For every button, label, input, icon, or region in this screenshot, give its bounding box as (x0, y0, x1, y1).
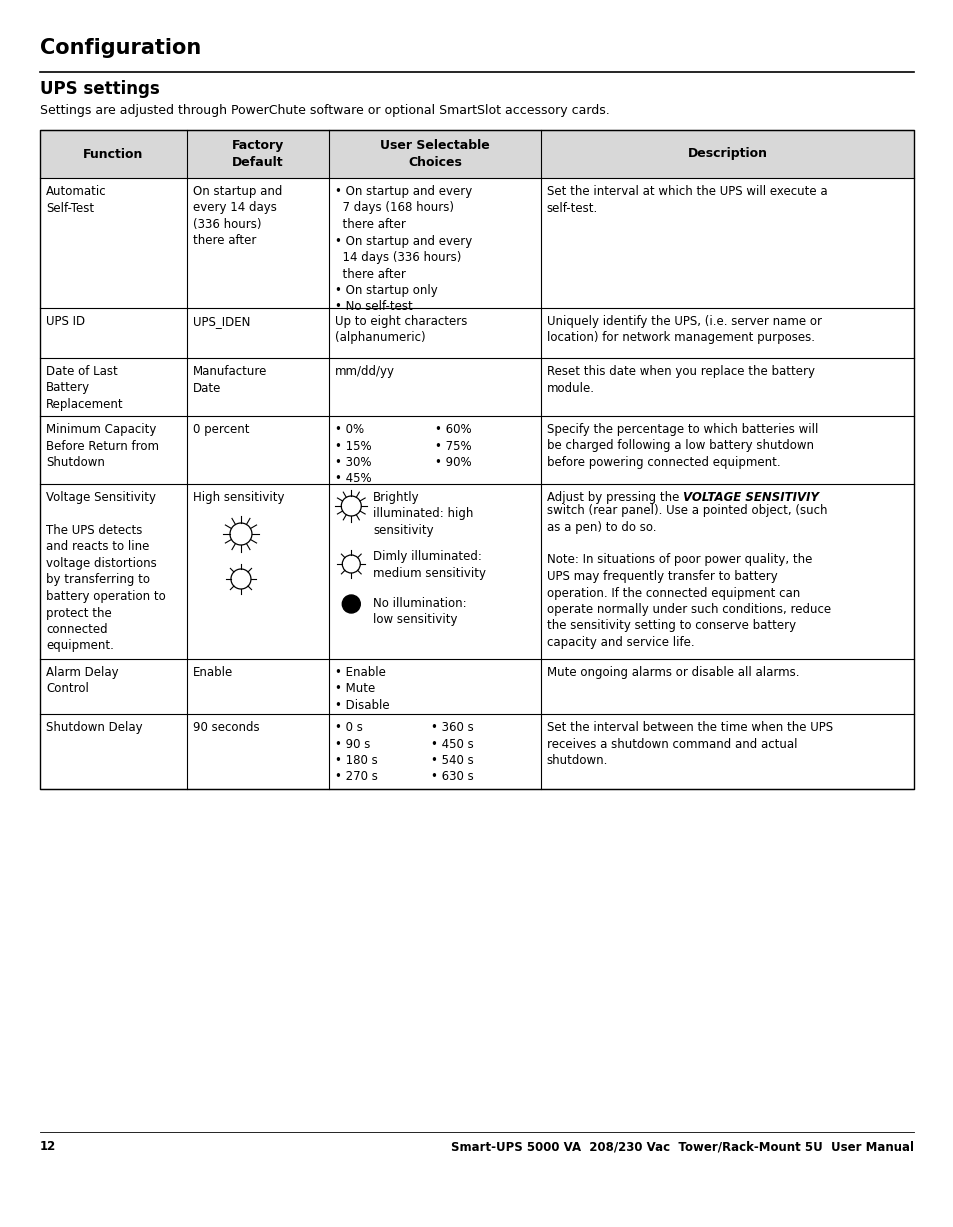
Text: • Enable
• Mute
• Disable: • Enable • Mute • Disable (335, 666, 390, 712)
Text: Automatic
Self-Test: Automatic Self-Test (46, 185, 107, 215)
Text: UPS settings: UPS settings (40, 80, 159, 98)
Text: Configuration: Configuration (40, 38, 201, 58)
Text: User Selectable
Choices: User Selectable Choices (380, 139, 490, 169)
Text: • 60%
• 75%
• 90%: • 60% • 75% • 90% (435, 423, 471, 469)
Circle shape (342, 595, 360, 614)
Text: Adjust by pressing the: Adjust by pressing the (546, 491, 682, 504)
Text: Manufacture
Date: Manufacture Date (193, 364, 267, 395)
Text: VOLTAGE SENSITIVIY: VOLTAGE SENSITIVIY (682, 491, 818, 504)
Text: • On startup and every
  7 days (168 hours)
  there after
• On startup and every: • On startup and every 7 days (168 hours… (335, 185, 472, 314)
Text: 0 percent: 0 percent (193, 423, 249, 436)
Text: Mute ongoing alarms or disable all alarms.: Mute ongoing alarms or disable all alarm… (546, 666, 799, 679)
Text: Reset this date when you replace the battery
module.: Reset this date when you replace the bat… (546, 364, 814, 395)
Text: Shutdown Delay: Shutdown Delay (46, 721, 143, 734)
Text: UPS_IDEN: UPS_IDEN (193, 315, 250, 328)
Text: Settings are adjusted through PowerChute software or optional SmartSlot accessor: Settings are adjusted through PowerChute… (40, 104, 609, 117)
Bar (40, 130, 913, 789)
Text: Smart-UPS 5000 VA  208/230 Vac  Tower/Rack-Mount 5U  User Manual: Smart-UPS 5000 VA 208/230 Vac Tower/Rack… (451, 1140, 913, 1153)
Text: Voltage Sensitivity

The UPS detects
and reacts to line
voltage distortions
by t: Voltage Sensitivity The UPS detects and … (46, 491, 166, 653)
Text: • 0%
• 15%
• 30%
• 45%: • 0% • 15% • 30% • 45% (335, 423, 372, 486)
Text: Factory
Default: Factory Default (232, 139, 284, 169)
Text: • 0 s
• 90 s
• 180 s
• 270 s: • 0 s • 90 s • 180 s • 270 s (335, 721, 377, 784)
Bar (40, 130, 913, 178)
Text: Enable: Enable (193, 666, 233, 679)
Text: High sensitivity: High sensitivity (193, 491, 284, 504)
Text: Dimly illuminated:
medium sensitivity: Dimly illuminated: medium sensitivity (373, 550, 486, 579)
Text: Date of Last
Battery
Replacement: Date of Last Battery Replacement (46, 364, 124, 411)
Text: Uniquely identify the UPS, (i.e. server name or
location) for network management: Uniquely identify the UPS, (i.e. server … (546, 315, 821, 345)
Text: Description: Description (687, 147, 766, 161)
Text: Minimum Capacity
Before Return from
Shutdown: Minimum Capacity Before Return from Shut… (46, 423, 159, 469)
Text: switch (rear panel). Use a pointed object, (such
as a pen) to do so.

Note: In s: switch (rear panel). Use a pointed objec… (546, 504, 830, 649)
Text: Alarm Delay
Control: Alarm Delay Control (46, 666, 118, 696)
Text: Set the interval at which the UPS will execute a
self-test.: Set the interval at which the UPS will e… (546, 185, 826, 215)
Text: UPS ID: UPS ID (46, 315, 85, 328)
Text: No illumination:
low sensitivity: No illumination: low sensitivity (373, 598, 466, 627)
Text: • 360 s
• 450 s
• 540 s
• 630 s: • 360 s • 450 s • 540 s • 630 s (431, 721, 473, 784)
Text: 90 seconds: 90 seconds (193, 721, 259, 734)
Text: Function: Function (83, 147, 144, 161)
Text: Up to eight characters
(alphanumeric): Up to eight characters (alphanumeric) (335, 315, 467, 345)
Text: Specify the percentage to which batteries will
be charged following a low batter: Specify the percentage to which batterie… (546, 423, 818, 469)
Text: mm/dd/yy: mm/dd/yy (335, 364, 395, 378)
Text: Set the interval between the time when the UPS
receives a shutdown command and a: Set the interval between the time when t… (546, 721, 832, 767)
Text: 12: 12 (40, 1140, 56, 1153)
Text: On startup and
every 14 days
(336 hours)
there after: On startup and every 14 days (336 hours)… (193, 185, 282, 248)
Text: Brightly
illuminated: high
sensitivity: Brightly illuminated: high sensitivity (373, 491, 474, 537)
